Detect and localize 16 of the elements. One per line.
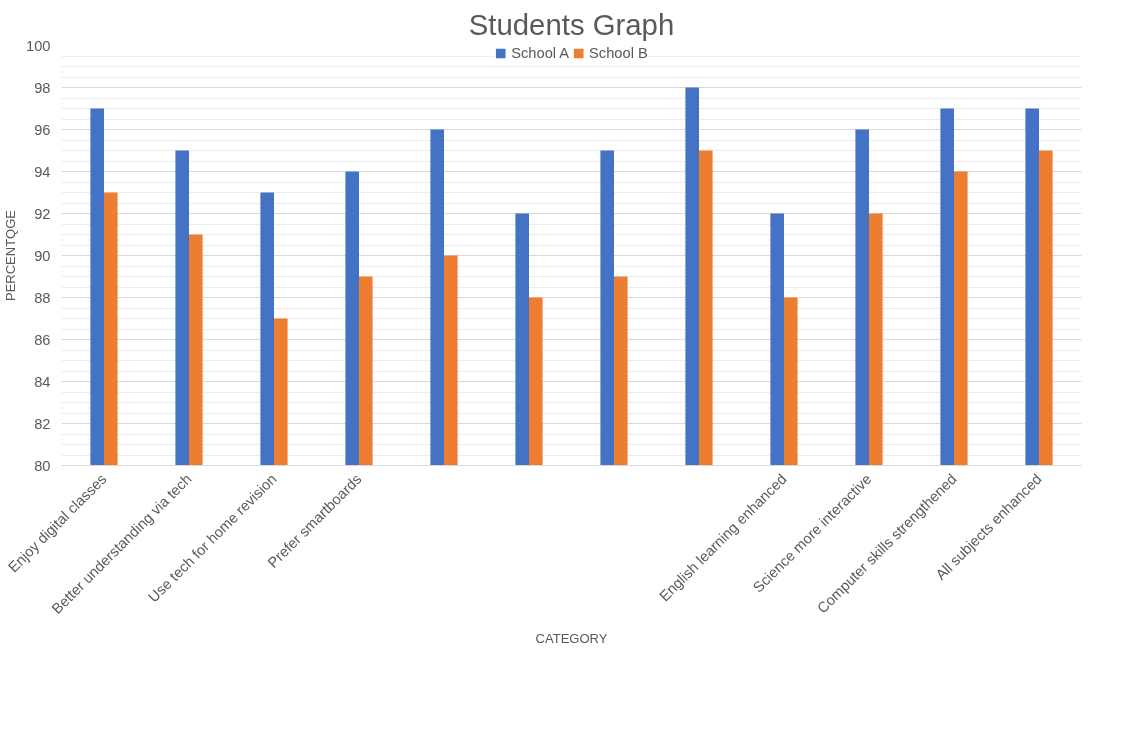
y-tick-label: 100 (26, 37, 51, 54)
y-tick-label: 80 (34, 457, 51, 474)
y-tick-label: 84 (34, 373, 51, 390)
y-tick-label: 82 (34, 415, 51, 432)
legend-label: School B (589, 45, 648, 61)
x-axis-title: CATEGORY (535, 630, 608, 646)
y-tick-label: 86 (34, 331, 51, 348)
legend-label: School A (511, 45, 570, 61)
y-tick-label: 92 (34, 205, 51, 222)
y-tick-label: 90 (34, 247, 51, 264)
chart-title: Students Graph (468, 7, 675, 41)
y-tick-label: 96 (34, 121, 51, 138)
y-axis-title: PERCENTQGE (3, 209, 19, 302)
y-tick-label: 94 (34, 163, 51, 180)
y-tick-label: 98 (34, 79, 51, 96)
y-tick-label: 88 (34, 289, 51, 306)
